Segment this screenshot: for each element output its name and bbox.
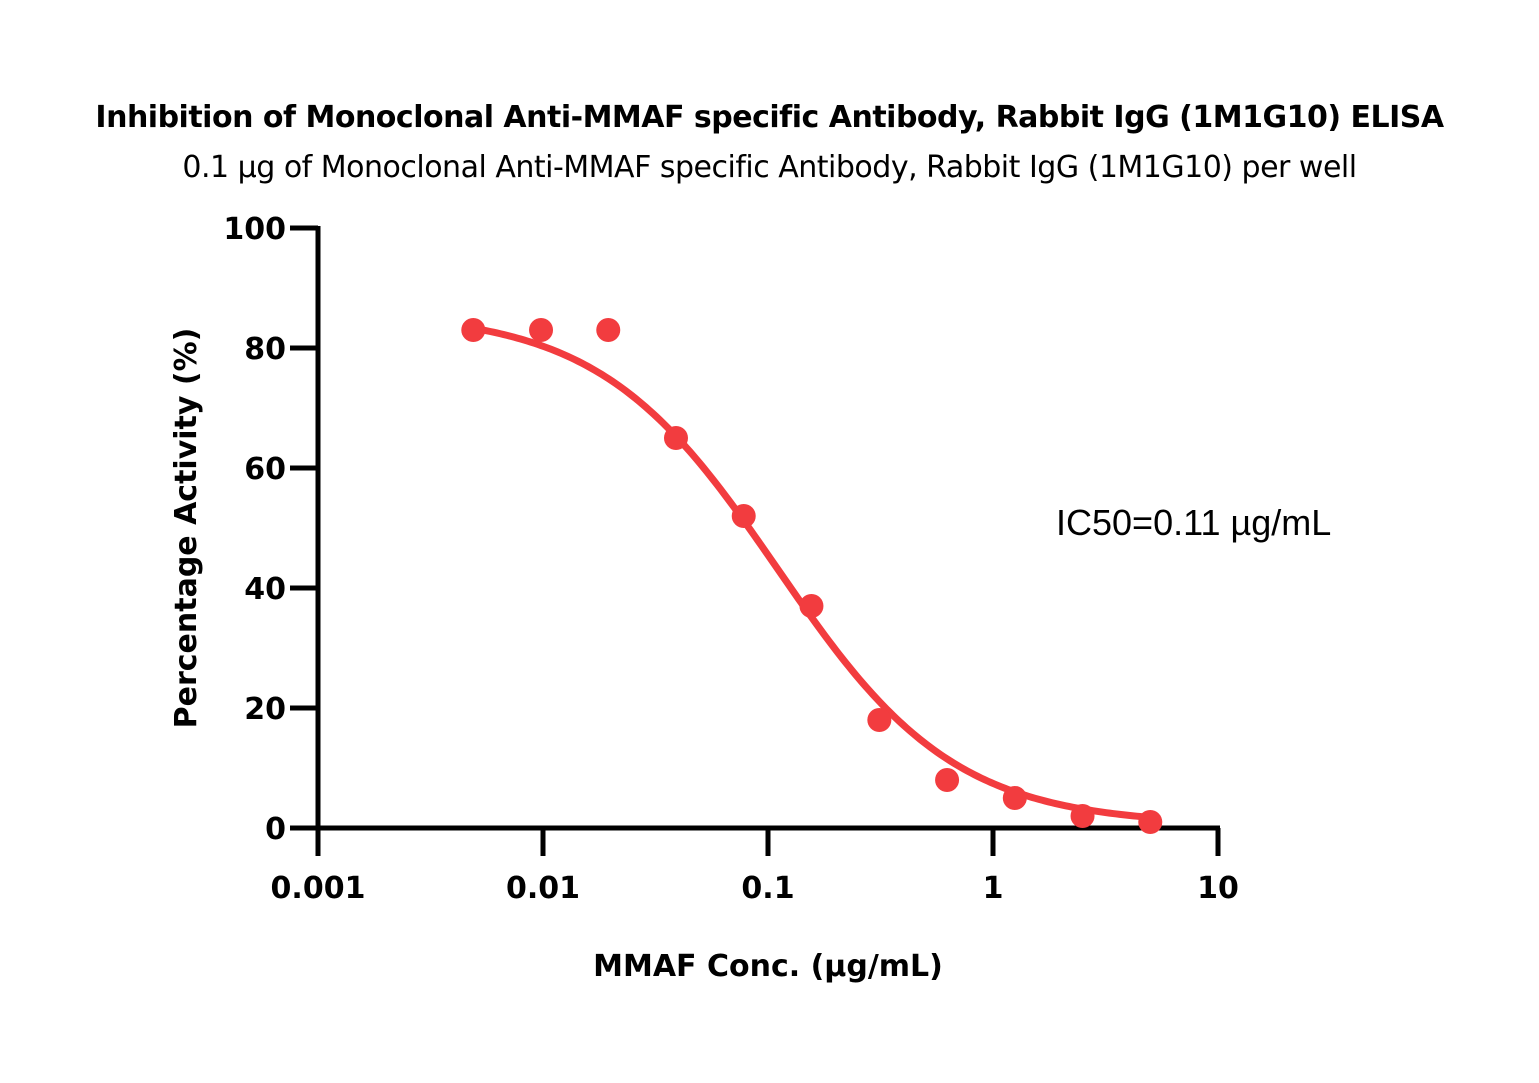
chart-subtitle: 0.1 µg of Monoclonal Anti-MMAF specific … <box>182 150 1357 185</box>
x-tick-label: 0.1 <box>741 871 794 906</box>
data-points <box>461 318 1163 834</box>
fit-curve <box>469 324 1154 821</box>
axes <box>290 226 1220 856</box>
data-point <box>799 594 824 618</box>
data-point <box>663 426 688 450</box>
data-point <box>1138 810 1163 834</box>
data-point <box>529 318 554 342</box>
x-tick-label: 0.01 <box>506 871 580 906</box>
y-tick-label: 60 <box>244 452 286 487</box>
data-point <box>731 504 756 528</box>
y-tick-label: 20 <box>244 692 286 727</box>
x-tick-label: 1 <box>983 871 1004 906</box>
data-point <box>1070 804 1095 828</box>
x-tick-label: 0.001 <box>271 871 366 906</box>
y-tick-label: 0 <box>265 812 286 847</box>
data-point <box>935 768 960 792</box>
x-tick-label: 10 <box>1197 871 1239 906</box>
y-axis-title: Percentage Activity (%) <box>169 328 204 729</box>
data-point <box>867 708 892 732</box>
y-tick-label: 80 <box>244 332 286 367</box>
data-point <box>461 318 486 342</box>
chart-title: Inhibition of Monoclonal Anti-MMAF speci… <box>95 100 1444 135</box>
y-tick-label: 100 <box>223 212 286 247</box>
ic50-annotation: IC50=0.11 µg/mL <box>1056 502 1331 543</box>
data-point <box>1002 786 1027 810</box>
data-point <box>596 318 621 342</box>
y-tick-label: 40 <box>244 572 286 607</box>
ticks: 0 20 40 60 80 100 0.001 0.01 0.1 1 10 <box>223 212 1239 906</box>
x-axis-title: MMAF Conc. (µg/mL) <box>593 949 943 984</box>
